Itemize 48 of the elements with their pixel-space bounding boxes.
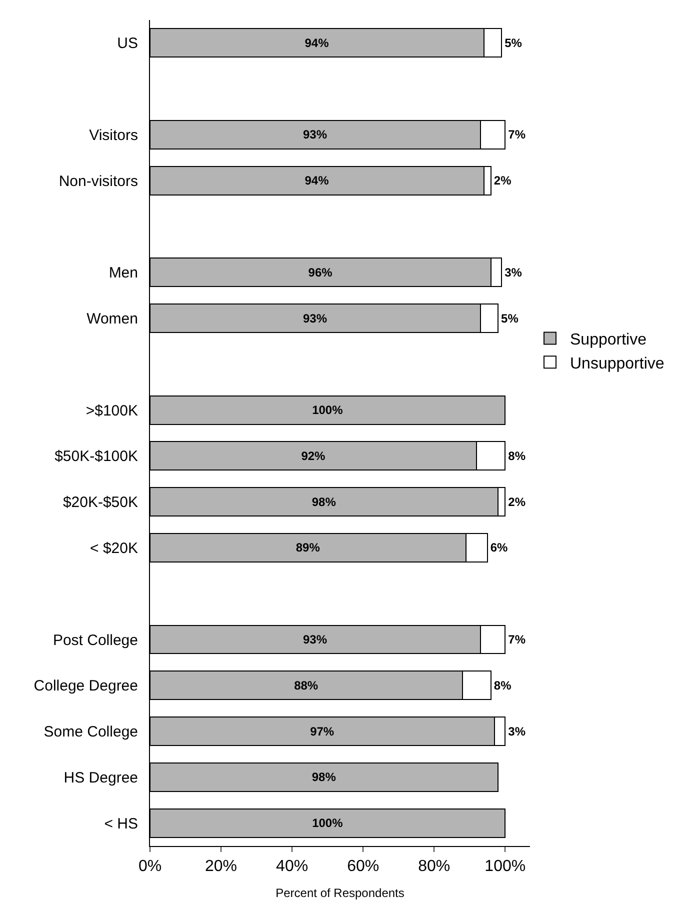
data-label: 94% bbox=[304, 174, 330, 188]
y-tick-label: Men bbox=[108, 264, 138, 282]
x-tick-label: 60% bbox=[347, 858, 380, 876]
data-label: 100% bbox=[312, 816, 344, 830]
data-label: 94% bbox=[304, 36, 330, 50]
data-label: 93% bbox=[302, 632, 328, 646]
legend-label: Unsupportive bbox=[570, 355, 664, 372]
x-tick-label: 0% bbox=[138, 858, 162, 876]
data-label: 89% bbox=[296, 540, 320, 555]
data-label: 98% bbox=[312, 494, 336, 509]
y-tick-label: Women bbox=[86, 310, 138, 328]
data-label: 97% bbox=[310, 724, 334, 738]
data-label: 8% bbox=[508, 448, 526, 463]
x-tick-label: 100% bbox=[484, 858, 526, 876]
data-label: 3% bbox=[504, 265, 522, 280]
y-tick-label: College Degree bbox=[34, 678, 138, 695]
data-label: 88% bbox=[294, 678, 318, 692]
y-tick-label: HS Degree bbox=[64, 769, 138, 786]
y-tick-label: < HS bbox=[104, 815, 138, 832]
x-tick-label: 80% bbox=[418, 858, 450, 876]
data-label: 2% bbox=[508, 494, 526, 509]
y-tick-label: >$100K bbox=[86, 402, 138, 420]
data-label: 96% bbox=[308, 265, 333, 280]
data-label: 7% bbox=[508, 128, 526, 142]
y-tick-label: US bbox=[117, 35, 138, 52]
data-label: 93% bbox=[302, 311, 328, 326]
data-label: 2% bbox=[494, 174, 512, 188]
y-tick-label: Visitors bbox=[89, 126, 138, 144]
y-tick-label: $50K-$100K bbox=[54, 448, 138, 466]
data-label: 8% bbox=[494, 678, 512, 692]
data-label: 92% bbox=[301, 448, 326, 463]
data-label: 93% bbox=[302, 128, 328, 142]
data-label: 98% bbox=[312, 770, 336, 784]
data-label: 3% bbox=[508, 724, 526, 738]
y-tick-label: < $20K bbox=[90, 540, 138, 557]
y-tick-label: Post College bbox=[52, 632, 138, 649]
y-tick-label: Non-visitors bbox=[58, 172, 138, 190]
y-tick-label: $20K-$50K bbox=[62, 494, 138, 512]
x-axis-title: Percent of Respondents bbox=[276, 886, 404, 900]
x-tick-label: 20% bbox=[205, 858, 238, 876]
data-label: 5% bbox=[504, 36, 522, 50]
data-label: 6% bbox=[490, 540, 508, 555]
data-label: 5% bbox=[501, 311, 519, 326]
x-tick-label: 40% bbox=[276, 858, 308, 876]
legend-label: Supportive bbox=[570, 332, 647, 349]
y-tick-label: Some College bbox=[44, 724, 138, 741]
data-label: 7% bbox=[508, 632, 526, 646]
data-label: 100% bbox=[312, 403, 344, 418]
